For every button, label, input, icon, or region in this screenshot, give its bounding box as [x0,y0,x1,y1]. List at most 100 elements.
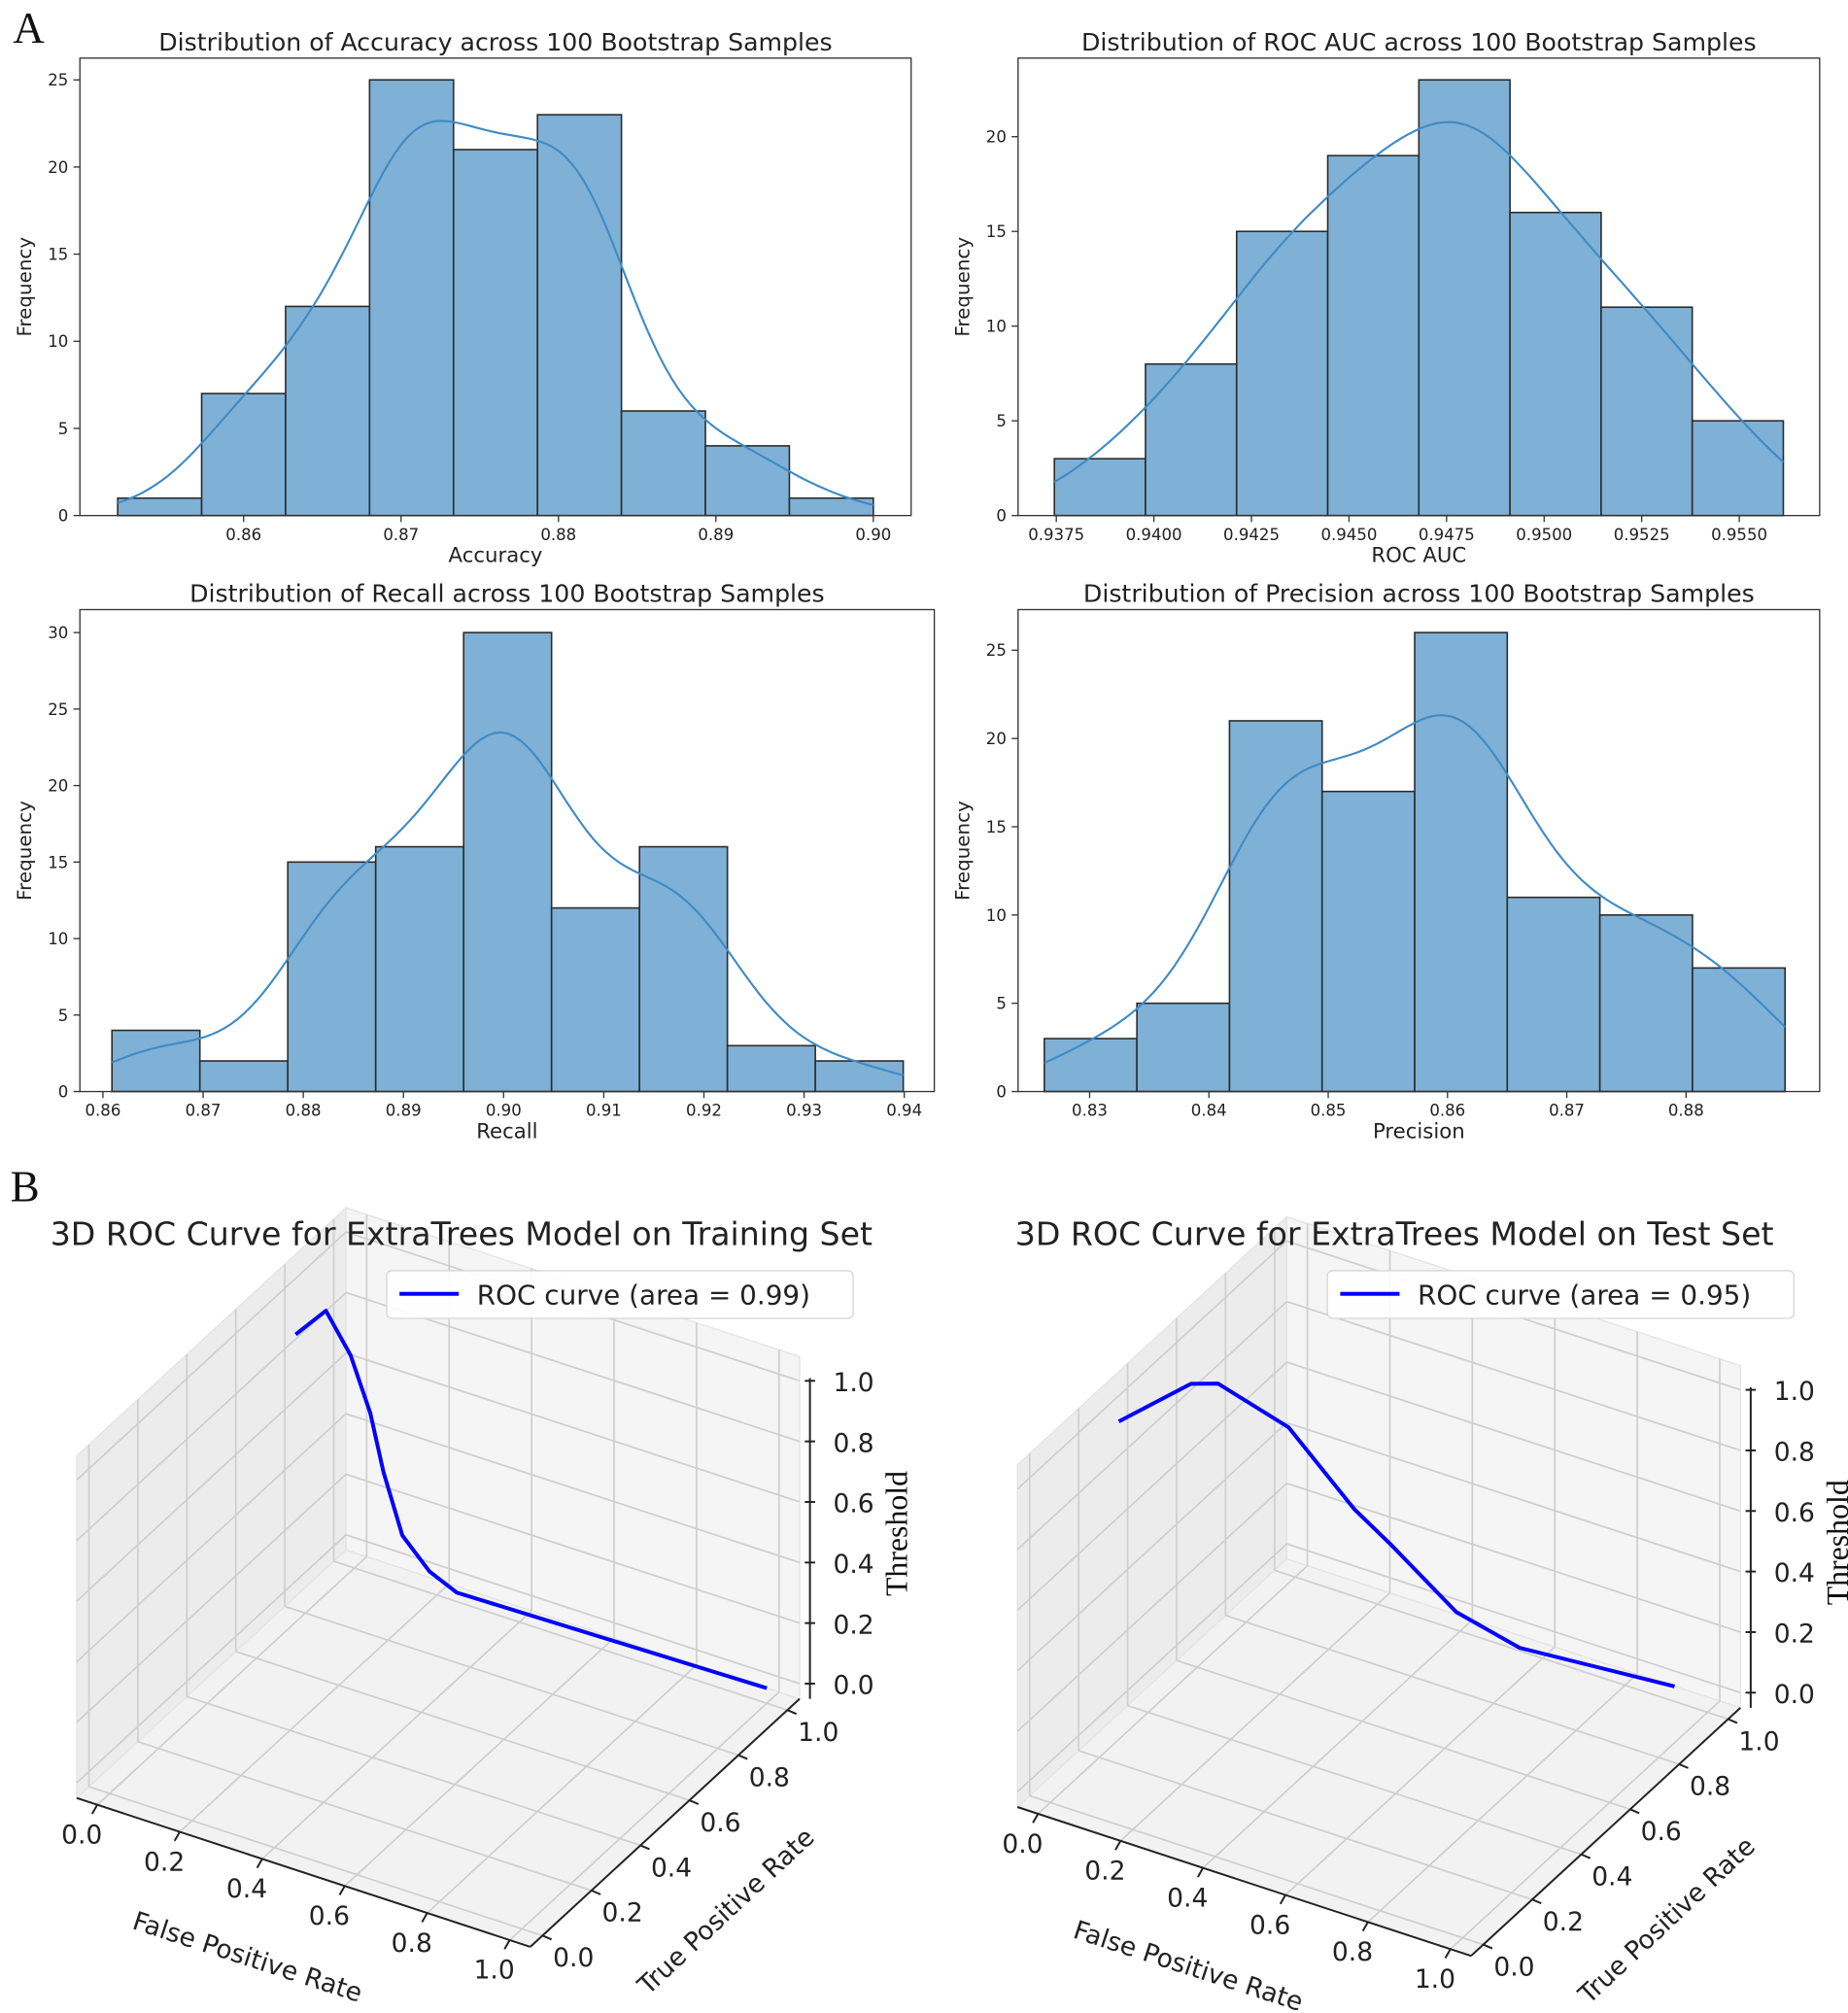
grid-line [1284,1646,1556,1896]
y-tick-label: 1.0 [1738,1726,1779,1757]
grid-line [1286,1543,1741,1694]
x-tick [90,1804,99,1815]
x-tick-label: 0.92 [686,1102,722,1120]
y-tick [1581,1853,1591,1859]
grid-line [1127,1704,1582,1856]
x-tick-label: 0.2 [144,1847,185,1877]
y-tick [1678,1762,1689,1769]
histogram-bar [287,861,377,1093]
y-tick-label: 30 [48,624,68,642]
x-tick-label: 0.4 [226,1874,267,1904]
x-tick [1361,1921,1369,1932]
grid-line [508,1690,780,1941]
y-tick-label: 10 [48,332,68,351]
histogram-bar [1044,1038,1138,1093]
axes-frame [1017,608,1821,1093]
x-tick-label: 0.0 [61,1820,102,1850]
grid-line [1078,1750,1533,1900]
x-tick-label: 0.90 [855,526,891,544]
histogram-bar [1414,631,1509,1093]
y-tick-label: 5 [996,995,1007,1013]
x-axis-label: Precision [1373,1119,1465,1143]
x-tick [256,1858,263,1869]
y-axis-label: Frequency [951,237,974,337]
histogram-bar [536,114,623,517]
x-axis-line [1016,1806,1472,1958]
grid-line [1029,1794,1484,1946]
grid-line [96,1555,367,1806]
grid-line [1286,1421,1741,1573]
histogram-bar [1320,790,1416,1093]
grid-line [1016,1240,1287,1490]
grid-line [1016,1301,1287,1551]
x-tick-label: 0.87 [383,526,419,544]
roc-3d-plot: 0.00.00.00.20.20.20.40.40.40.60.60.60.80… [1002,1214,1848,2013]
x-tick [173,1831,181,1842]
legend: ROC curve (area = 0.99) [386,1270,854,1319]
x-tick-label: 0.6 [309,1901,350,1931]
x-tick-label: 0.4 [1167,1883,1208,1913]
kde-line [111,731,904,1076]
y-tick [787,1709,798,1716]
kde-line [117,119,874,506]
histogram-bar [368,79,455,517]
histogram-bar [550,906,640,1093]
x-tick-label: 0.8 [1332,1937,1373,1967]
histogram-bar [285,305,371,517]
y-tick-label: 25 [986,641,1007,660]
histogram-bar [1228,720,1323,1093]
x-tick-label: 0.84 [1191,1102,1227,1120]
grid-line [333,1560,788,1712]
x-tick [1444,1948,1452,1960]
grid-line [76,1473,347,1723]
y-tick-label: 20 [48,158,68,177]
histogram-bar [462,631,553,1093]
grid-line [1202,1619,1473,1869]
x-tick-label: 0.0 [1002,1829,1043,1859]
y-tick-label: 1.0 [798,1718,838,1748]
x-tick-label: 0.91 [586,1102,622,1120]
y-tick [737,1754,748,1760]
y-tick-label: 15 [986,222,1007,241]
z-tick-label: 0.8 [1774,1438,1815,1468]
x-tick-label: 0.2 [1084,1857,1125,1887]
kde-line [1053,120,1785,484]
y-tick-label: 25 [48,71,68,89]
grid-line [1286,1361,1741,1513]
histogram-bar [200,392,287,517]
y-tick [1728,1718,1738,1724]
y-tick-label: 15 [48,853,68,871]
histogram-bar [638,845,729,1093]
z-tick-label: 1.0 [1774,1377,1815,1407]
y-tick-label: 10 [48,930,68,948]
panel-label-b: B [11,1162,40,1211]
chart-title: Distribution of ROC AUC across 100 Boots… [1081,28,1757,56]
x-tick [503,1939,511,1950]
y-tick-label: 0.8 [749,1762,790,1792]
x-tick-label: 0.9425 [1223,526,1280,544]
histogram-bar [1326,154,1420,517]
y-tick [1483,1943,1493,1950]
z-tick-label: 1.0 [833,1368,873,1398]
x-tick [1279,1894,1286,1905]
grid-line [1286,1482,1741,1633]
z-tick-label: 0.6 [1774,1498,1815,1528]
x-tick-label: 1.0 [1415,1964,1455,1995]
x-tick-label: 0.94 [886,1102,922,1120]
histogram-bar [704,445,791,517]
x-tick-label: 0.9400 [1126,526,1182,544]
x-tick-label: 0.9550 [1711,526,1767,544]
y-tick-label: 5 [58,420,69,438]
x-tick [338,1885,346,1896]
y-tick-label: 0.2 [1543,1907,1584,1937]
grid-line [1037,1565,1309,1815]
y-tick-label: 0.0 [1493,1952,1534,1982]
grid-line [1450,1700,1721,1950]
x-axis-label: Accuracy [449,543,543,567]
x-axis-line [76,1796,531,1948]
x-tick-label: 0.93 [786,1102,822,1120]
y-tick [1629,1808,1640,1815]
x-tick-label: 0.89 [698,526,734,544]
histogram-recall: 0.86 0.87 0.88 0.89 0.90 0.91 0.92 0.93 0.94 0 5 10… [14,580,936,1143]
legend-box [1326,1270,1795,1319]
